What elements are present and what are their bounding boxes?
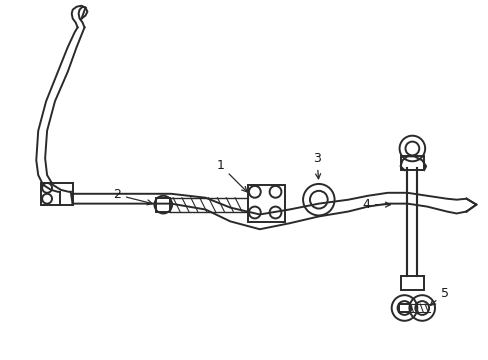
Text: 4: 4 (362, 198, 390, 211)
Text: 3: 3 (312, 152, 320, 179)
Text: 5: 5 (429, 287, 448, 305)
Text: 2: 2 (113, 188, 152, 205)
Text: 1: 1 (216, 159, 246, 192)
